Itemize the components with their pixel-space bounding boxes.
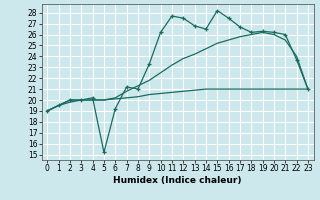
X-axis label: Humidex (Indice chaleur): Humidex (Indice chaleur) xyxy=(113,176,242,185)
